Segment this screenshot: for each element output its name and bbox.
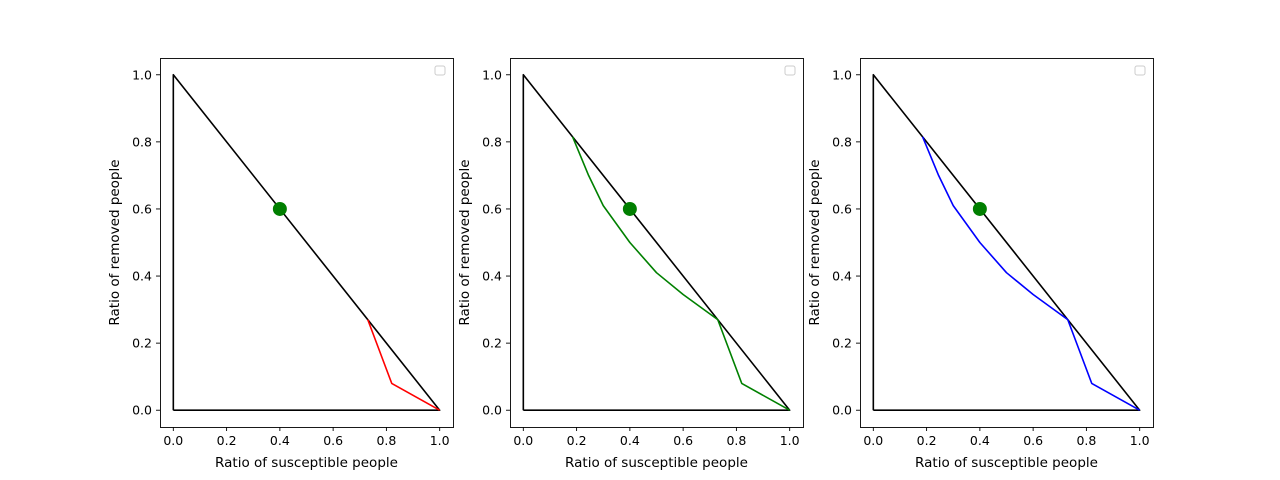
axes-frame xyxy=(510,58,804,428)
chart-panel-2: 0.0 0.2 0.4 0.6 0.8 1.0 0.0 0.2 0.4 0.6 0.8 1.0 Rati… xyxy=(457,58,804,471)
y-tick-label: 0.0 xyxy=(482,403,502,418)
y-tick-label: 1.0 xyxy=(482,67,502,82)
y-axis-label: Ratio of removed people xyxy=(107,159,123,325)
x-tick-label: 0.8 xyxy=(726,433,746,448)
x-tick-label: 0.6 xyxy=(323,433,343,448)
y-tick-label: 0.4 xyxy=(482,269,502,284)
x-axis-label: Ratio of susceptible people xyxy=(565,455,748,471)
x-tick-label: 0.6 xyxy=(1023,433,1043,448)
series-line-1 xyxy=(367,319,441,411)
x-tick-label: 0.0 xyxy=(863,433,883,448)
axes-frame xyxy=(160,58,454,428)
x-axis-label: Ratio of susceptible people xyxy=(915,455,1098,471)
y-tick-label: 0.2 xyxy=(132,336,152,351)
y-tick-label: 0.4 xyxy=(832,269,852,284)
x-tick-label: 0.4 xyxy=(970,433,990,448)
triangle-boundary-line xyxy=(172,73,441,412)
chart-panel-3: 0.0 0.2 0.4 0.6 0.8 1.0 0.0 0.2 0.4 0.6 0.8 1.0 Rati… xyxy=(807,58,1154,471)
x-tick-label: 0.2 xyxy=(917,433,937,448)
y-tick-label: 0.8 xyxy=(132,134,152,149)
x-tick-label: 0.2 xyxy=(217,433,237,448)
y-tick-label: 0.0 xyxy=(132,403,152,418)
equilibrium-marker xyxy=(272,201,287,216)
y-tick-label: 0.6 xyxy=(132,201,152,216)
y-tick-label: 0.2 xyxy=(482,336,502,351)
y-tick-label: 1.0 xyxy=(132,67,152,82)
equilibrium-marker xyxy=(972,201,987,216)
y-tick-label: 0.8 xyxy=(832,134,852,149)
y-axis-label: Ratio of removed people xyxy=(457,159,473,325)
x-tick-label: 0.2 xyxy=(567,433,587,448)
legend-box xyxy=(784,65,796,76)
chart-panel-1: 0.0 0.2 0.4 0.6 0.8 1.0 0.0 0.2 0.4 0.6 0.8 1.0 Rati… xyxy=(107,58,454,471)
y-tick-label: 0.0 xyxy=(832,403,852,418)
y-tick-label: 1.0 xyxy=(832,67,852,82)
equilibrium-marker xyxy=(622,201,637,216)
x-tick-label: 0.0 xyxy=(163,433,183,448)
legend-box xyxy=(1134,65,1146,76)
series-line-1 xyxy=(921,136,1141,411)
legend-box xyxy=(434,65,446,76)
x-tick-label: 0.8 xyxy=(1076,433,1096,448)
x-tick-label: 0.4 xyxy=(270,433,290,448)
x-tick-label: 0.4 xyxy=(620,433,640,448)
x-tick-label: 1.0 xyxy=(780,433,800,448)
series-line-1 xyxy=(571,136,791,411)
x-tick-label: 0.8 xyxy=(376,433,396,448)
y-tick-label: 0.2 xyxy=(832,336,852,351)
x-tick-label: 0.6 xyxy=(673,433,693,448)
y-tick-label: 0.8 xyxy=(482,134,502,149)
x-axis-label: Ratio of susceptible people xyxy=(215,455,398,471)
y-axis-label: Ratio of removed people xyxy=(807,159,823,325)
y-tick-label: 0.6 xyxy=(482,201,502,216)
triangle-boundary-line xyxy=(522,73,791,412)
x-tick-label: 1.0 xyxy=(430,433,450,448)
x-tick-label: 0.0 xyxy=(513,433,533,448)
axes-frame xyxy=(860,58,1154,428)
x-tick-label: 1.0 xyxy=(1130,433,1150,448)
triangle-boundary-line xyxy=(872,73,1141,412)
y-tick-label: 0.4 xyxy=(132,269,152,284)
y-tick-label: 0.6 xyxy=(832,201,852,216)
